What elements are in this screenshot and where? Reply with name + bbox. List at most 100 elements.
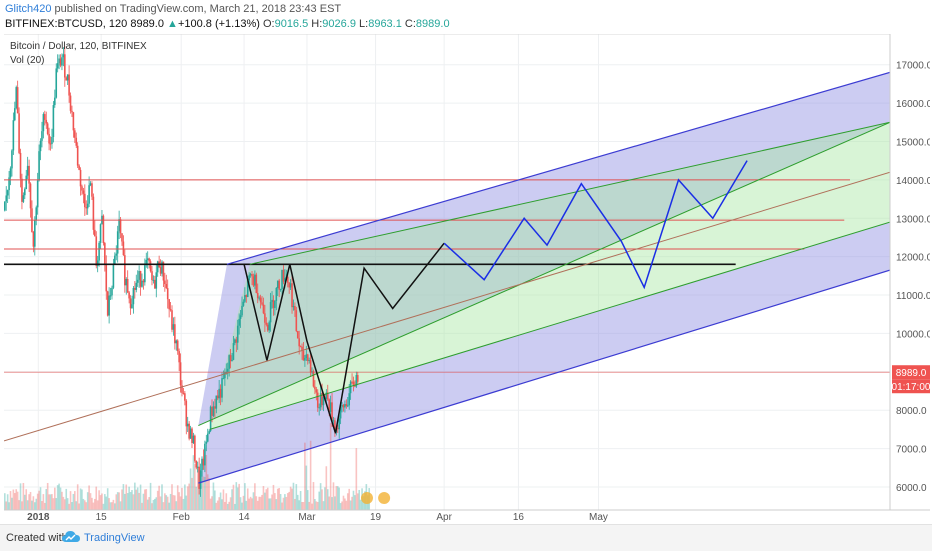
volume-bar: [146, 499, 149, 510]
volume-bar: [195, 486, 198, 510]
channel-lower-line: [198, 269, 891, 484]
volume-bar: [346, 493, 349, 510]
candle-body: [159, 267, 162, 274]
volume-bar: [256, 500, 259, 510]
legend-indicator: Vol (20): [10, 55, 44, 66]
candle-body: [62, 54, 65, 58]
candle-body: [352, 381, 355, 386]
volume-bar: [28, 494, 30, 510]
volume-bar: [206, 474, 209, 510]
close-label: C:: [404, 18, 416, 30]
volume-bar: [348, 488, 350, 510]
volume-bar: [25, 489, 28, 510]
volume-bar: [331, 497, 333, 510]
candle-body: [122, 241, 125, 256]
candle-body: [128, 292, 130, 299]
volume-bar: [255, 496, 258, 510]
volume-bar: [32, 496, 35, 510]
candle-body: [44, 114, 46, 120]
volume-bar: [165, 495, 168, 510]
volume-bar: [161, 484, 163, 510]
candle-body: [48, 133, 50, 144]
candle-body: [265, 322, 268, 325]
candle-body: [174, 324, 176, 344]
volume-bar: [26, 500, 29, 510]
candle-body: [326, 392, 329, 400]
volume-bar: [325, 466, 328, 510]
author-link[interactable]: Glitch420: [5, 3, 52, 15]
volume-bar: [124, 493, 126, 510]
price-axis[interactable]: 6000.07000.08000.09000.010000.011000.012…: [892, 61, 930, 494]
volume-bar: [11, 497, 13, 510]
volume-bar: [4, 493, 6, 510]
candle-body: [198, 466, 200, 489]
volume-bar: [216, 500, 219, 510]
volume-bar: [89, 493, 92, 510]
volume-bar: [332, 482, 335, 510]
candle-body: [339, 406, 342, 419]
volume-bar: [258, 496, 260, 510]
volume-bar: [101, 493, 103, 510]
price-chart[interactable]: 6000.07000.08000.09000.010000.011000.012…: [4, 34, 930, 524]
tradingview-brand[interactable]: TradingView: [84, 532, 145, 544]
candle-body: [54, 97, 56, 106]
candle-body: [296, 331, 299, 339]
volume-bar: [58, 483, 60, 510]
volume-bar: [171, 484, 173, 510]
candle-body: [108, 295, 110, 316]
candle-body: [219, 388, 222, 398]
volume-bar: [261, 494, 263, 510]
time-tick-label: Apr: [436, 512, 452, 523]
chart-area[interactable]: 6000.07000.08000.09000.010000.011000.012…: [4, 34, 930, 524]
projection-blue-path: [443, 160, 748, 290]
volume-bar: [122, 484, 125, 510]
volume-bar: [152, 499, 155, 510]
drawing-lines[interactable]: [4, 71, 891, 484]
candle-body: [216, 395, 219, 399]
volume-bar: [318, 491, 320, 510]
countdown-badge: [892, 379, 930, 394]
candle-body: [258, 297, 260, 299]
volume-bar: [274, 493, 276, 510]
volume-bar: [19, 483, 22, 510]
candle-body: [46, 123, 49, 134]
volume-bar: [84, 500, 86, 510]
volume-bar: [308, 501, 310, 510]
candle-body: [199, 470, 202, 489]
ohlc-line: BITFINEX:BTCUSD, 120 8989.0 ▲+100.8 (+1.…: [5, 18, 450, 30]
volume-bar: [321, 489, 323, 510]
volume-bar: [242, 495, 245, 510]
time-tick-label: 16: [513, 512, 525, 523]
time-tick-label: May: [589, 512, 608, 523]
candle-body: [25, 175, 28, 190]
volume-bar: [311, 503, 313, 510]
volume-bar: [295, 484, 298, 510]
candle-body: [75, 137, 78, 146]
candle-body: [42, 114, 45, 132]
candle-body: [105, 264, 108, 292]
price-tick-label: 17000.0: [896, 61, 930, 72]
price-tick-label: 14000.0: [896, 176, 930, 187]
volume-bar: [105, 496, 108, 510]
channel-median-line: [4, 171, 891, 442]
candle-body: [319, 393, 322, 408]
time-axis[interactable]: 2018 15 Feb 14 Mar 19 Apr 16 May: [27, 512, 608, 523]
candle-body: [121, 233, 123, 242]
candle-body: [71, 110, 73, 113]
volume-bar: [16, 491, 19, 510]
volume-bar: [41, 501, 43, 510]
candle-body: [321, 393, 323, 406]
volume-bar: [118, 492, 120, 510]
candle-body: [288, 282, 290, 288]
up-triangle-icon: ▲: [167, 18, 178, 30]
candle-body: [132, 287, 135, 305]
volume-bar: [24, 494, 26, 510]
candle-body: [256, 292, 259, 299]
volume-bar: [246, 488, 249, 510]
volume-bar: [322, 501, 325, 510]
candle-body: [356, 374, 359, 382]
candle-body: [211, 406, 213, 416]
candle-body: [276, 280, 279, 289]
volume-bar: [85, 502, 88, 510]
candle-body: [238, 318, 240, 326]
